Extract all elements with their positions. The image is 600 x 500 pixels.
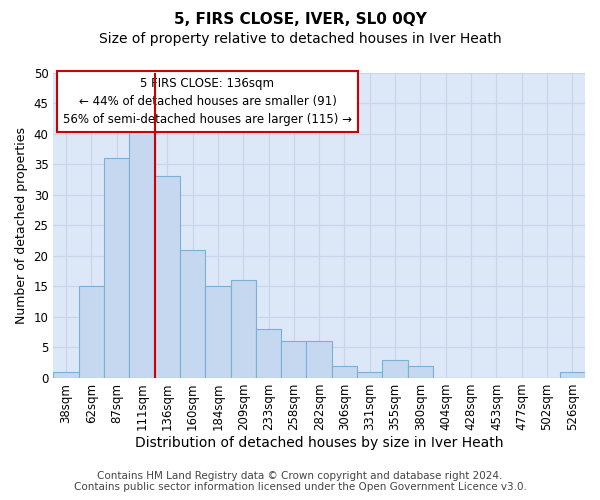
Bar — [281, 342, 307, 378]
Text: 5 FIRS CLOSE: 136sqm
← 44% of detached houses are smaller (91)
56% of semi-detac: 5 FIRS CLOSE: 136sqm ← 44% of detached h… — [63, 77, 352, 126]
Text: Contains HM Land Registry data © Crown copyright and database right 2024.
Contai: Contains HM Land Registry data © Crown c… — [74, 471, 526, 492]
Text: Size of property relative to detached houses in Iver Heath: Size of property relative to detached ho… — [98, 32, 502, 46]
Bar — [180, 250, 205, 378]
Bar — [79, 286, 104, 378]
Bar — [230, 280, 256, 378]
Bar — [129, 128, 155, 378]
Y-axis label: Number of detached properties: Number of detached properties — [15, 126, 28, 324]
Text: 5, FIRS CLOSE, IVER, SL0 0QY: 5, FIRS CLOSE, IVER, SL0 0QY — [173, 12, 427, 28]
Bar — [560, 372, 585, 378]
Bar — [155, 176, 180, 378]
Bar — [408, 366, 433, 378]
Bar — [357, 372, 382, 378]
Bar — [307, 342, 332, 378]
Bar — [382, 360, 408, 378]
Bar — [256, 329, 281, 378]
Bar — [53, 372, 79, 378]
Bar — [205, 286, 230, 378]
X-axis label: Distribution of detached houses by size in Iver Heath: Distribution of detached houses by size … — [135, 436, 503, 450]
Bar — [104, 158, 129, 378]
Bar — [332, 366, 357, 378]
